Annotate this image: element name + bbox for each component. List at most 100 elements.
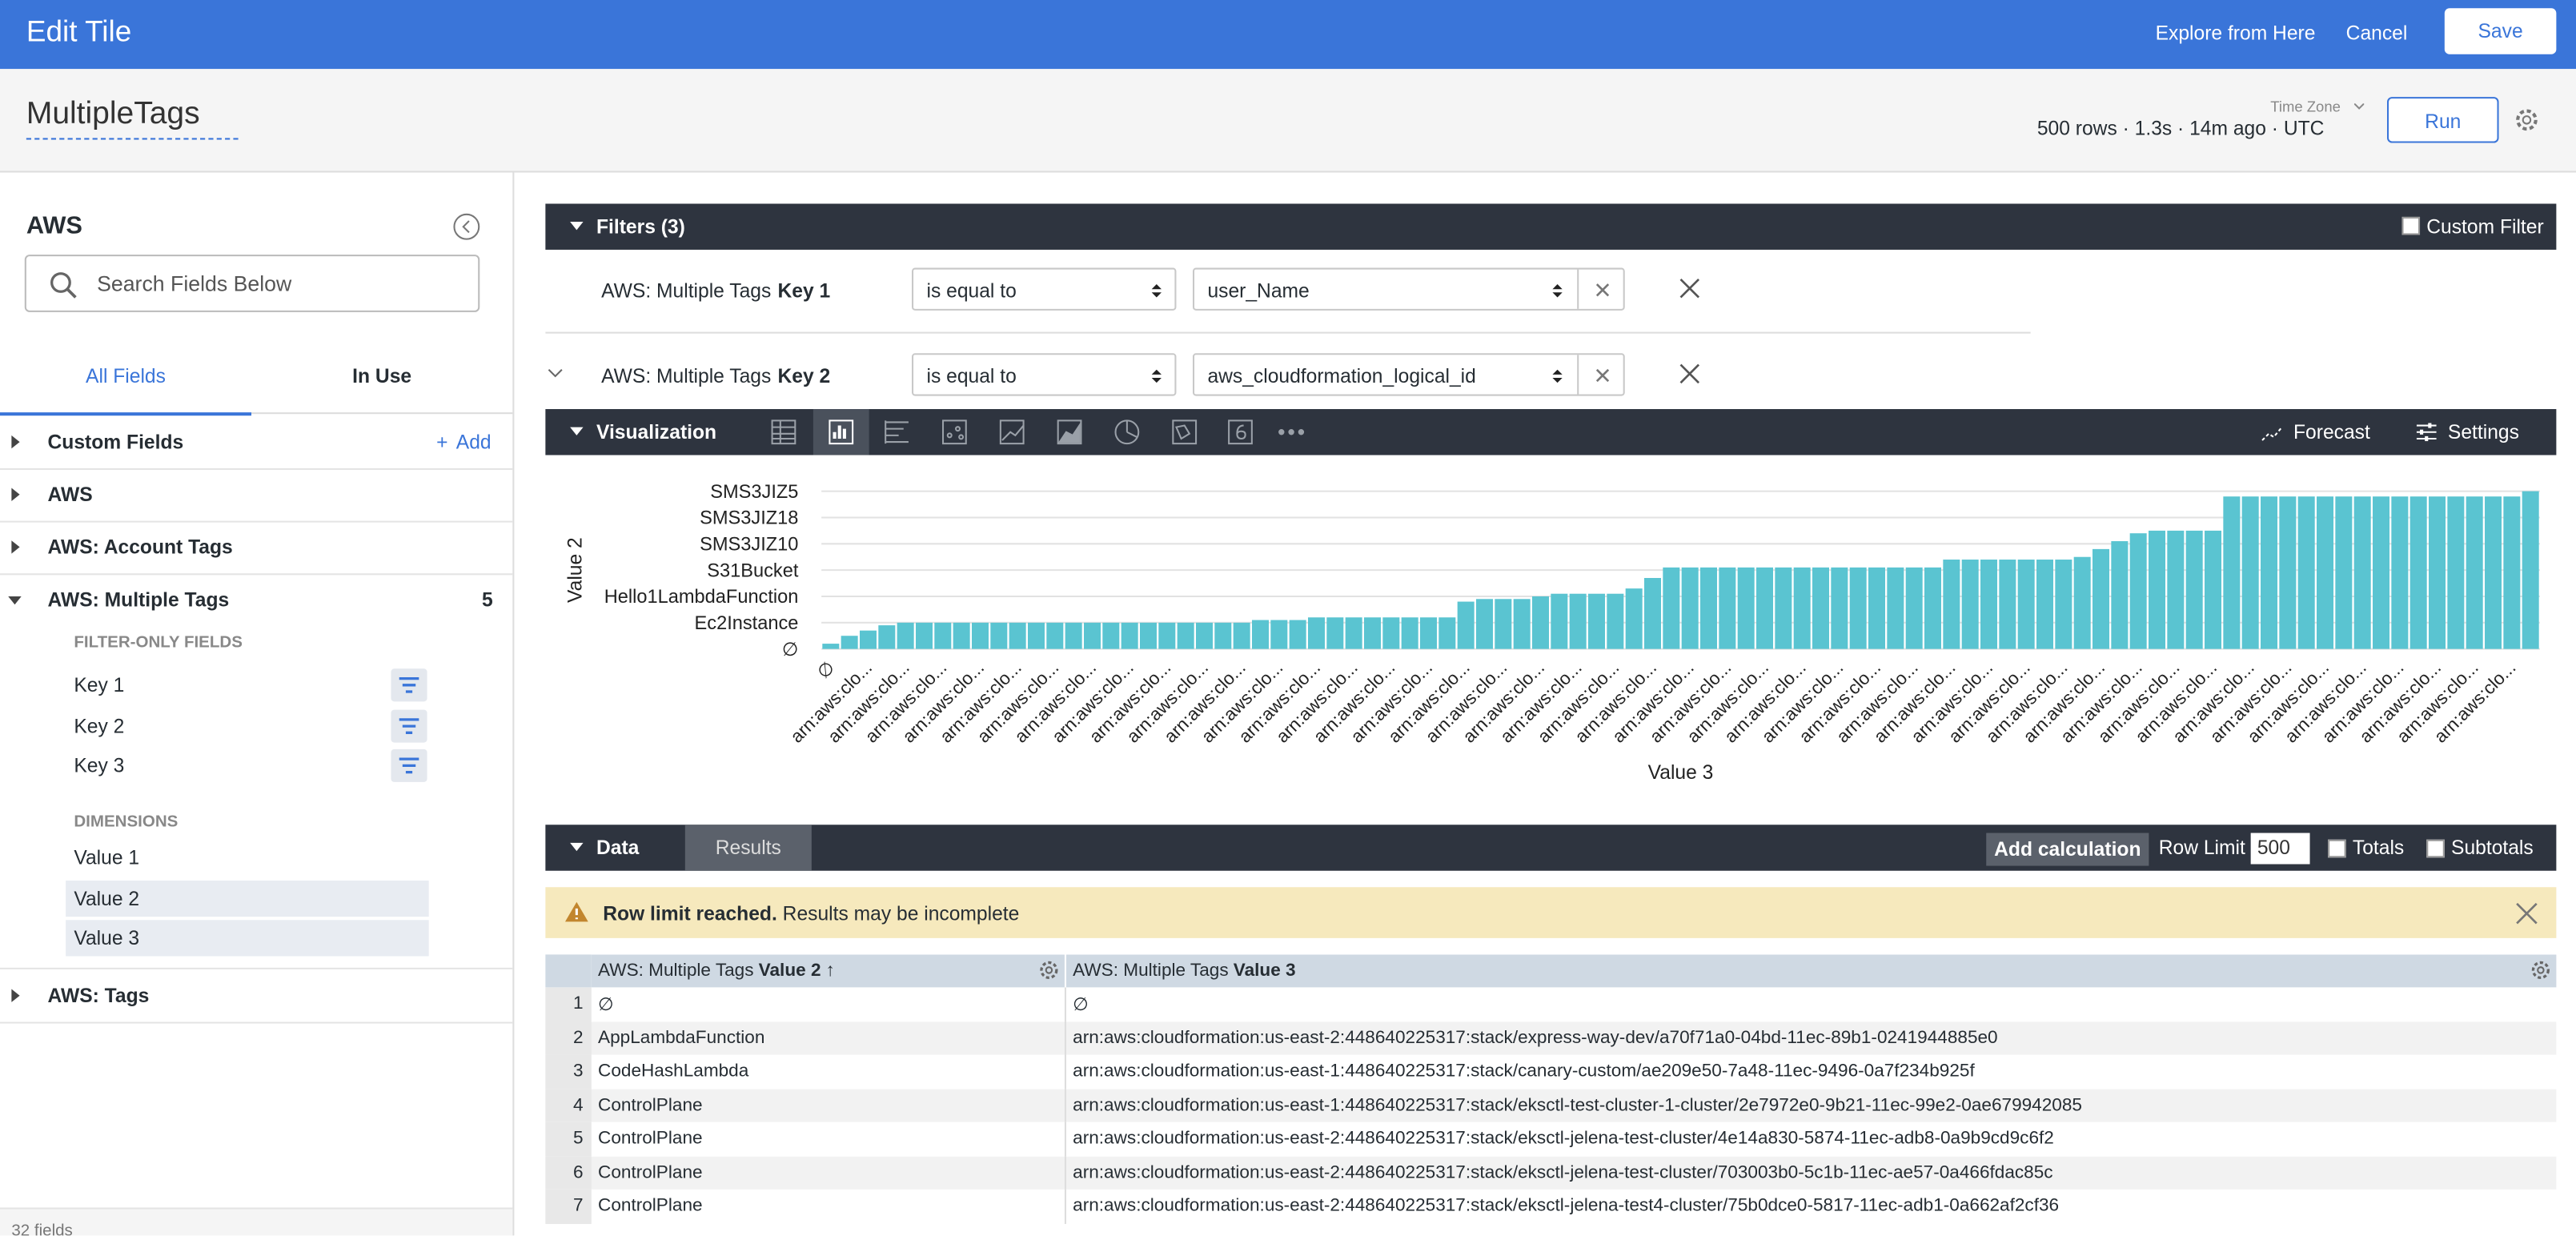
section-label: FILTER-ONLY FIELDS: [74, 634, 243, 652]
dimension-field[interactable]: Value 1: [66, 840, 429, 876]
tab-in-use[interactable]: In Use: [251, 350, 513, 415]
value-select[interactable]: aws_cloudformation_logical_id: [1192, 353, 1625, 396]
run-button[interactable]: Run: [2386, 97, 2499, 143]
bar: [1363, 617, 1381, 649]
field-group[interactable]: Custom Fields + Add: [0, 415, 513, 470]
warning-bold: Row limit reached.: [603, 901, 777, 925]
close-warning[interactable]: [2515, 902, 2538, 925]
column-gear[interactable]: [1038, 960, 1060, 981]
bar: [2335, 496, 2353, 649]
column-header[interactable]: AWS: Multiple Tags Value 2 ↑: [591, 954, 1066, 988]
row-number: 2: [545, 1021, 592, 1055]
explore-button[interactable]: Explore from Here: [2155, 21, 2316, 45]
cell: arn:aws:cloudformation:us-east-2:4486402…: [1073, 1129, 2054, 1150]
filter-view: AWS: Multiple Tags: [601, 364, 772, 388]
custom-filter-label: Custom Filter: [2426, 215, 2544, 239]
time-zone-label[interactable]: Time Zone: [2270, 98, 2341, 115]
column-header[interactable]: AWS: Multiple Tags Value 3: [1065, 954, 2556, 987]
tab-all-fields[interactable]: All Fields: [0, 350, 252, 416]
remove-icon[interactable]: [1595, 368, 1610, 383]
bar: [2503, 496, 2521, 649]
filter-button[interactable]: [391, 708, 427, 742]
bar: [1625, 588, 1643, 649]
field-group[interactable]: AWS: Tags: [0, 969, 513, 1024]
bar: [897, 622, 914, 649]
selected-viz: [813, 409, 869, 455]
field-picker: AWS Search Fields Below All Fields In Us…: [0, 172, 515, 1236]
checkbox[interactable]: [2426, 839, 2445, 858]
filter-only-field[interactable]: Key 3: [66, 748, 429, 784]
bar: [2036, 560, 2054, 649]
field-name: Key 2: [74, 713, 125, 737]
row-number-header: [545, 954, 591, 987]
dimension-field[interactable]: Value 2: [66, 880, 429, 917]
bar: [934, 622, 952, 649]
group-name: Custom Fields: [47, 430, 184, 454]
x-axis-title: Value 3: [1648, 762, 1714, 784]
caret: [8, 596, 22, 605]
viz-type-icons[interactable]: [768, 419, 1310, 445]
settings-gear[interactable]: [2514, 106, 2540, 133]
cell: ControlPlane: [591, 1189, 1066, 1223]
bar: [1027, 622, 1045, 649]
row-number: 6: [545, 1155, 592, 1190]
bar: [1102, 622, 1120, 649]
bar: [2373, 496, 2390, 649]
cancel-button[interactable]: Cancel: [2345, 21, 2408, 45]
operator-select[interactable]: is equal to: [912, 353, 1177, 396]
settings-button[interactable]: Settings: [2447, 420, 2519, 444]
field-group[interactable]: AWS: [0, 468, 513, 523]
remove-icon[interactable]: [1679, 278, 1700, 299]
tile-name[interactable]: MultipleTags: [26, 97, 239, 140]
caret: [11, 540, 20, 554]
table-row: 3 CodeHashLambda arn:aws:cloudformation:us…: [545, 1054, 2557, 1089]
filter-field-name: Key 2: [777, 364, 831, 388]
bar: [1401, 617, 1418, 649]
cell: ControlPlane: [591, 1122, 1066, 1156]
value-select[interactable]: user_Name: [1192, 267, 1625, 311]
column-view: AWS: Multiple Tags: [1073, 961, 1229, 981]
bar: [2111, 541, 2129, 649]
field-group[interactable]: AWS: Account Tags: [0, 521, 513, 576]
filter-button[interactable]: [391, 748, 427, 782]
field-group[interactable]: AWS: Multiple Tags 5 FILTER-ONLY FIELDS …: [0, 573, 513, 969]
results-tab[interactable]: Results: [684, 825, 812, 871]
filter-only-field[interactable]: Key 2: [66, 708, 429, 744]
bar: [822, 644, 840, 649]
collapse-button[interactable]: [451, 212, 481, 242]
remove-icon[interactable]: [1679, 363, 1700, 385]
data-tab[interactable]: Data: [596, 836, 640, 860]
save-button[interactable]: Save: [2444, 8, 2557, 54]
checkbox[interactable]: [2401, 216, 2421, 235]
forecast-button[interactable]: Forecast: [2293, 420, 2370, 444]
search-box[interactable]: Search Fields Below: [24, 255, 480, 312]
y-tick-label: S31Bucket: [707, 560, 799, 581]
operator-select[interactable]: is equal to: [912, 267, 1177, 311]
add-custom-field[interactable]: + Add: [436, 431, 491, 454]
add-label: Add: [455, 430, 492, 454]
search-icon: [50, 272, 77, 299]
bar: [841, 636, 858, 649]
column-gear[interactable]: [2530, 960, 2552, 981]
select-arrows: [1151, 284, 1162, 298]
bar: [1887, 567, 1904, 649]
bar: [878, 625, 896, 649]
row-limit-input[interactable]: 500: [2250, 833, 2310, 865]
visualization-title: Visualization: [596, 420, 717, 444]
bar: [2261, 496, 2278, 649]
remove-icon[interactable]: [1595, 283, 1610, 297]
add-calculation[interactable]: Add calculation: [1986, 833, 2149, 866]
visualization-bar[interactable]: Visualization Forecast Settings: [545, 409, 2557, 455]
filters-bar[interactable]: Filters (3) Custom Filter: [545, 203, 2557, 250]
caret: [11, 488, 20, 501]
explore-title: AWS: [26, 211, 82, 240]
dimension-field[interactable]: Value 3: [66, 920, 429, 957]
bar: [1195, 622, 1213, 649]
filter-view: AWS: Multiple Tags: [601, 279, 772, 303]
field-name: Value 3: [74, 926, 140, 950]
filter-only-field[interactable]: Key 1: [66, 667, 429, 703]
checkbox[interactable]: [2328, 839, 2346, 858]
select-arrows: [1552, 369, 1563, 383]
filter-button[interactable]: [391, 668, 427, 702]
